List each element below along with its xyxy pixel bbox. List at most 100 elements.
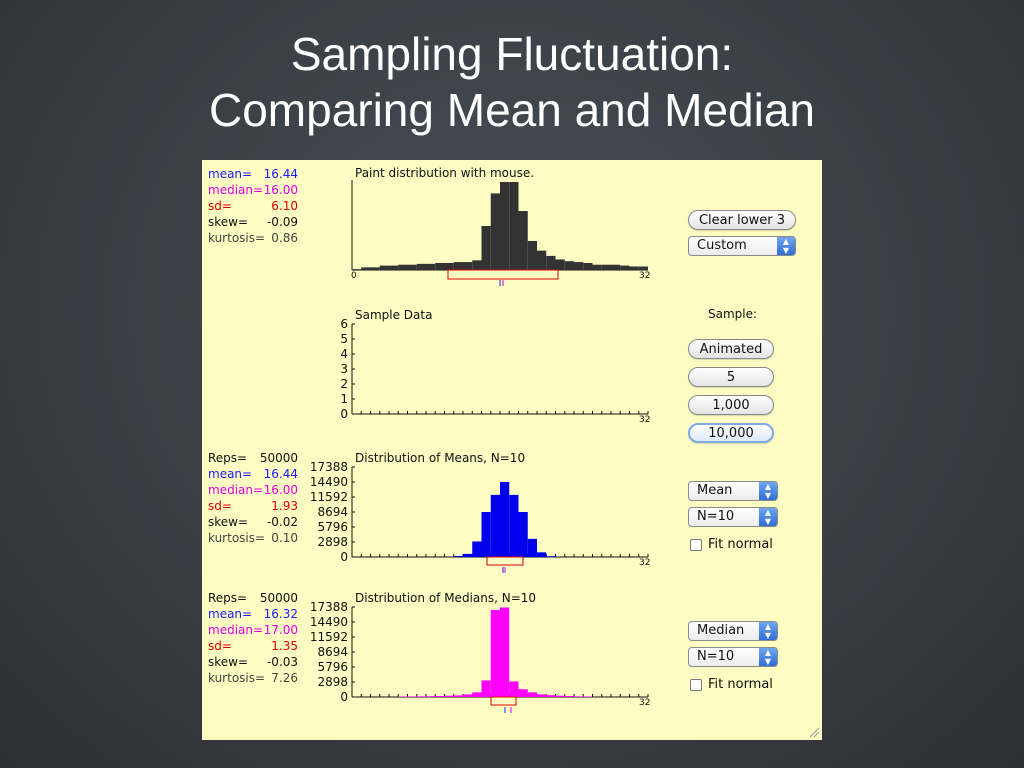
medians-statistic-select[interactable]: Median ▲ ▼: [688, 621, 778, 641]
stat-value: 50000: [259, 451, 298, 465]
histogram-bar: [518, 512, 528, 557]
histogram-bar: [537, 694, 547, 697]
histogram-bar: [537, 552, 547, 557]
slide-title-line1: Sampling Fluctuation:: [290, 28, 734, 80]
stat-label: sd=: [208, 499, 232, 513]
stat-label: Reps=: [208, 451, 248, 465]
sample-5-button[interactable]: 5: [688, 367, 774, 387]
medians-plot-title: Distribution of Medians, N=10: [355, 591, 537, 605]
stat-label: sd=: [208, 199, 232, 213]
histogram-bar: [435, 695, 445, 697]
histogram-bar: [407, 264, 417, 270]
resize-grip-icon[interactable]: [808, 726, 820, 738]
stat-label: Reps=: [208, 591, 248, 605]
histogram-bar: [463, 553, 473, 557]
y-tick-label: 5796: [317, 660, 348, 674]
sample-label: Sample:: [708, 307, 758, 321]
population-bars: [352, 182, 648, 270]
histogram-bar: [592, 264, 602, 270]
histogram-bar: [435, 262, 445, 270]
histogram-bar: [638, 266, 648, 270]
histogram-bar: [416, 696, 426, 697]
histogram-bar: [472, 260, 482, 270]
checkbox-icon[interactable]: [690, 538, 702, 551]
histogram-bar: [546, 556, 556, 557]
y-tick-label: 17388: [310, 460, 348, 474]
distribution-select[interactable]: Custom ▲ ▼: [688, 236, 796, 256]
population-plot[interactable]: 0 32: [342, 170, 652, 300]
stat-label: skew=: [208, 215, 249, 229]
histogram-bar: [546, 255, 556, 270]
histogram-bar: [546, 695, 556, 697]
animated-button[interactable]: Animated: [688, 339, 774, 359]
sample-plot-title: Sample Data: [355, 308, 433, 322]
histogram-bar: [500, 482, 510, 557]
y-tick-label: 5796: [317, 520, 348, 534]
population-x-max: 32: [639, 271, 650, 281]
y-tick-label: 3: [340, 362, 348, 376]
means-n-select[interactable]: N=10 ▲ ▼: [688, 507, 778, 527]
sample-10000-button[interactable]: 10,000: [688, 423, 774, 443]
histogram-bar: [463, 694, 473, 697]
stat-value: 16.00: [263, 483, 298, 497]
stat-label: median=: [208, 623, 264, 637]
updown-arrows-icon: ▲ ▼: [759, 482, 777, 500]
updown-arrows-icon: ▲ ▼: [777, 237, 795, 255]
histogram-bar: [611, 264, 621, 270]
stat-value: 16.44: [263, 167, 298, 181]
population-plot-title: Paint distribution with mouse.: [355, 166, 535, 180]
histogram-bar: [379, 265, 389, 270]
medians-n-value: N=10: [697, 649, 735, 664]
slide-title-line2: Comparing Mean and Median: [208, 84, 816, 136]
checkbox-icon[interactable]: [690, 678, 702, 691]
medians-x-max: 32: [639, 698, 650, 708]
stat-label: kurtosis=: [208, 531, 266, 545]
histogram-bar: [583, 696, 593, 697]
y-tick-label: 11592: [310, 630, 348, 644]
means-plot-title: Distribution of Means, N=10: [355, 451, 526, 465]
fit-normal-label: Fit normal: [708, 537, 773, 552]
stat-value: 1.35: [271, 639, 298, 653]
histogram-bar: [361, 267, 371, 270]
means-x-max: 32: [639, 558, 650, 568]
histogram-bar: [509, 681, 519, 697]
histogram-bar: [481, 226, 491, 270]
y-tick-label: 0: [340, 407, 348, 421]
stat-label: mean=: [208, 607, 253, 621]
population-stats: mean= 16.44 median= 16.00 sd= 6.10 skew= -0.…: [208, 166, 298, 246]
stat-value: 16.32: [263, 607, 298, 621]
means-statistic-select[interactable]: Mean ▲ ▼: [688, 481, 778, 501]
histogram-bar: [407, 696, 417, 697]
histogram-bar: [426, 696, 436, 697]
histogram-bar: [453, 555, 463, 557]
histogram-bar: [601, 264, 611, 270]
histogram-bar: [574, 262, 584, 270]
stat-value: 16.00: [263, 183, 298, 197]
histogram-bar: [472, 541, 482, 557]
stat-label: kurtosis=: [208, 671, 266, 685]
medians-n-select[interactable]: N=10 ▲ ▼: [688, 647, 778, 667]
histogram-bar: [555, 259, 565, 270]
medians-stats: Reps= 50000 mean= 16.32 median= 17.00 sd= 1.…: [208, 590, 298, 686]
histogram-bar: [490, 610, 500, 697]
fit-normal-label: Fit normal: [708, 677, 773, 692]
means-n-value: N=10: [697, 509, 735, 524]
means-fit-normal-checkbox[interactable]: Fit normal: [690, 537, 773, 552]
medians-fit-normal-checkbox[interactable]: Fit normal: [690, 677, 773, 692]
histogram-bar: [472, 692, 482, 697]
clear-lower-3-button[interactable]: Clear lower 3: [688, 210, 796, 230]
medians-statistic-value: Median: [697, 623, 745, 638]
histogram-bar: [518, 689, 528, 697]
y-tick-label: 11592: [310, 490, 348, 504]
sample-1000-button[interactable]: 1,000: [688, 395, 774, 415]
histogram-bar: [574, 696, 584, 697]
stat-label: skew=: [208, 515, 249, 529]
histogram-bar: [352, 269, 362, 270]
y-tick-label: 14490: [310, 475, 348, 489]
histogram-bar: [490, 494, 500, 557]
histogram-bar: [629, 266, 639, 270]
y-tick-label: 2898: [317, 535, 348, 549]
histogram-bar: [463, 262, 473, 270]
distribution-select-value: Custom: [697, 238, 747, 253]
